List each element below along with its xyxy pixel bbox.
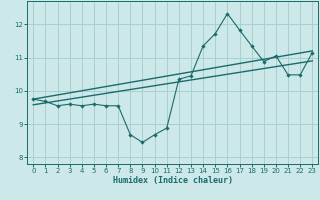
X-axis label: Humidex (Indice chaleur): Humidex (Indice chaleur) bbox=[113, 176, 233, 185]
